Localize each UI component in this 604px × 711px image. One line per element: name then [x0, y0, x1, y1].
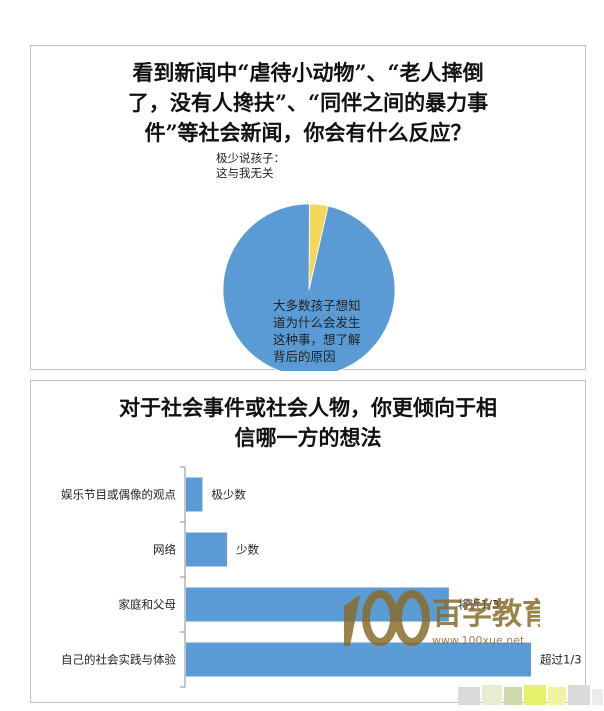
bar-category-label: 娱乐节目或偶像的观点	[61, 488, 176, 502]
svg-text:百学教育: 百学教育	[432, 597, 540, 632]
bar-1	[186, 477, 203, 512]
pie-chart-panel: 看到新闻中“虐待小动物”、“老人摔倒 了，没有人搀扶”、“同伴之间的暴力事 件”…	[30, 45, 586, 371]
pie-label-majority: 大多数孩子想知道为什么会发生这种事，想了解背后的原因	[273, 298, 361, 364]
bar-chart-panel: 对于社会事件或社会人物，你更倾向于相 信哪一方的想法 娱乐节目或偶像的观点 极少数…	[30, 380, 586, 703]
bar-category-label: 自己的社会实践与体验	[61, 653, 176, 667]
pie-title-line-1: 看到新闻中“虐待小动物”、“老人摔倒	[132, 60, 484, 85]
pie-chart-title: 看到新闻中“虐待小动物”、“老人摔倒 了，没有人搀扶”、“同伴之间的暴力事 件”…	[31, 58, 585, 148]
svg-text:www.100xue.net: www.100xue.net	[432, 634, 525, 647]
bar-title-line-2: 信哪一方的想法	[234, 425, 382, 450]
bar-2	[186, 532, 228, 567]
pie-label-minority: 极少说孩子：这与我无关	[216, 151, 285, 180]
pie-title-line-3: 件”等社会新闻，你会有什么反应？	[144, 120, 472, 145]
bar-category-label: 家庭和父母	[119, 598, 177, 612]
pie-chart: 大多数孩子想知道为什么会发生这种事，想了解背后的原因 极少说孩子：这与我无关	[216, 151, 396, 371]
bar-chart-title: 对于社会事件或社会人物，你更倾向于相 信哪一方的想法	[31, 393, 585, 453]
bar-4	[186, 642, 531, 677]
bar-title-line-1: 对于社会事件或社会人物，你更倾向于相	[119, 395, 497, 420]
bar-data-label: 超过1/3	[540, 653, 582, 667]
mosaic-decoration	[458, 685, 603, 705]
pie-title-line-2: 了，没有人搀扶”、“同伴之间的暴力事	[127, 90, 489, 115]
bar-data-label: 将近1/3	[458, 598, 500, 612]
bar-data-label: 极少数	[211, 488, 246, 502]
bar-data-label: 少数	[236, 543, 259, 557]
pie-slice-majority	[222, 203, 396, 371]
brand-watermark-logo: 百学教育 www.100xue.net	[344, 590, 540, 647]
bar-category-label: 网络	[153, 543, 176, 557]
